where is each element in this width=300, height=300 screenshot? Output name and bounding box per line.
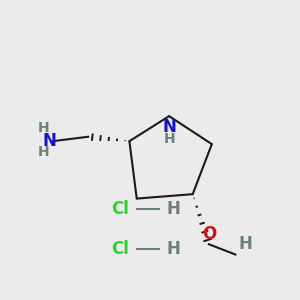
Text: Cl: Cl (112, 240, 130, 258)
Text: Cl: Cl (112, 200, 130, 218)
Text: N: N (42, 132, 56, 150)
Text: H: H (38, 146, 50, 159)
Text: O: O (202, 225, 216, 243)
Text: N: N (162, 118, 176, 136)
Text: H: H (38, 121, 50, 135)
Text: H: H (163, 132, 175, 146)
Text: H: H (166, 200, 180, 218)
Text: H: H (238, 235, 252, 253)
Text: H: H (166, 240, 180, 258)
